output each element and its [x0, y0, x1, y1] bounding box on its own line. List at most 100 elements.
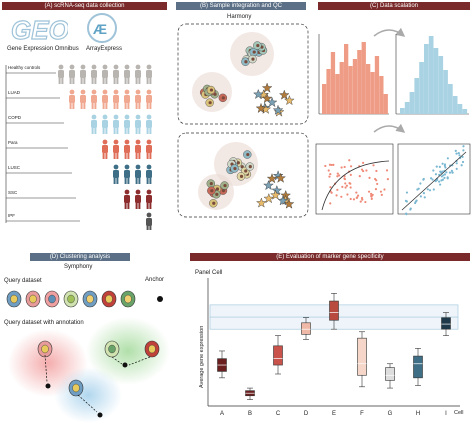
scatter-point	[336, 172, 339, 175]
scatter-point	[335, 194, 338, 197]
person-icon	[146, 189, 152, 209]
histogram-bar	[428, 36, 434, 114]
scatter-point	[439, 183, 442, 186]
scatter-point	[328, 163, 332, 166]
scatter-point	[355, 196, 358, 199]
y-axis-label: Average gene expression	[199, 326, 205, 388]
scatter-point	[422, 177, 425, 181]
star-cell-icon	[272, 104, 284, 115]
panel-c-title: (C) Data scalation	[318, 2, 470, 10]
scatter-point	[348, 182, 351, 185]
person-icon	[91, 114, 97, 134]
scatter-point	[349, 186, 352, 189]
scatter-point	[417, 187, 420, 190]
scatter-point	[448, 171, 452, 174]
scatter-point	[360, 196, 364, 200]
scatter-point	[367, 190, 371, 193]
scatter-point	[445, 171, 448, 174]
scatter-point	[345, 184, 349, 187]
scatter-point	[348, 159, 351, 162]
star-cell-icon	[255, 102, 267, 114]
star-cell-icon	[266, 96, 278, 108]
x-tick-label: A	[220, 411, 224, 417]
scatter-point	[329, 172, 332, 176]
scatter-point	[374, 187, 378, 191]
star-cell-icon	[261, 92, 273, 104]
marker-box-chart: Average gene expression Cell A B C D E F G H I	[199, 278, 463, 417]
scatter-point	[455, 167, 458, 170]
scatter-point	[444, 166, 447, 169]
scatter-point	[441, 162, 444, 165]
star-cell-icon	[283, 198, 295, 209]
cohort-label-ipf: IPF	[8, 213, 16, 218]
integration-diagram	[177, 23, 309, 218]
cohort-label-luad: LUAD	[8, 90, 21, 95]
scatter-point	[461, 155, 464, 158]
annotated-cell-icon	[144, 340, 160, 358]
cohort-label-para: Para	[8, 140, 18, 145]
scatter-point	[443, 173, 447, 176]
query-cell-icon	[25, 290, 41, 308]
scatter-point	[435, 178, 439, 182]
person-icon	[135, 64, 141, 84]
panel-b-title: (B) Sample integration and QC	[176, 2, 306, 10]
histogram-bar	[361, 42, 366, 114]
scatter-point	[440, 175, 443, 178]
star-cell-icon	[261, 82, 273, 93]
scatter-point	[454, 149, 457, 153]
person-icon	[91, 89, 97, 109]
scatter-point	[341, 185, 344, 188]
scatter-point	[386, 178, 389, 181]
panel-a-title: (A) scRNA-seq data collection	[2, 2, 167, 10]
person-icon	[80, 89, 86, 109]
query-dataset-label: Query dataset	[4, 278, 42, 284]
histogram-bar	[370, 72, 375, 114]
histogram-bar	[357, 50, 362, 114]
scatter-point	[324, 164, 327, 168]
person-icon	[91, 64, 97, 84]
scatter-point	[423, 196, 426, 199]
geo-logo-text: GEO	[11, 15, 68, 44]
histogram-bar	[443, 70, 448, 114]
histogram-bar	[452, 96, 458, 114]
histogram-bar	[379, 76, 384, 114]
scatter-point	[462, 145, 465, 148]
person-icon	[124, 89, 130, 109]
scatter-point	[434, 173, 438, 176]
star-cell-icon	[270, 189, 281, 200]
scatter-point	[376, 182, 379, 186]
scatter-point	[332, 163, 335, 166]
scatter-point	[432, 188, 435, 191]
person-icon	[124, 114, 130, 134]
box-body	[385, 367, 395, 381]
scatter-point	[330, 163, 333, 167]
box-body	[301, 322, 311, 335]
star-cell-icon	[278, 89, 290, 100]
person-icon	[113, 139, 119, 159]
scatter-point	[460, 164, 463, 167]
scatter-point	[435, 165, 438, 168]
star-cell-icon	[263, 192, 275, 204]
query-cell-icon	[82, 290, 98, 308]
scatter-point	[349, 173, 352, 176]
scatter-point	[414, 200, 417, 203]
scatter-point	[429, 177, 433, 180]
histogram-bar	[419, 62, 424, 114]
person-icon	[146, 114, 152, 134]
annotated-cell-icon	[37, 340, 53, 358]
histogram-bar	[374, 56, 380, 114]
histogram-bar	[326, 69, 331, 114]
query-cell-icon	[120, 290, 136, 308]
scatter-point	[360, 168, 364, 171]
cohort-label-lusc: LUSC	[8, 165, 21, 170]
star-cell-icon	[277, 195, 289, 206]
histogram-bar	[404, 102, 410, 114]
scatter-point	[419, 182, 422, 185]
scatter-point	[362, 169, 365, 173]
scatter-point	[385, 169, 389, 172]
person-icon	[146, 164, 152, 184]
person-icon	[146, 212, 152, 230]
x-tick-label: E	[332, 411, 336, 417]
star-cell-icon	[271, 184, 283, 196]
scatter-point	[432, 169, 435, 172]
